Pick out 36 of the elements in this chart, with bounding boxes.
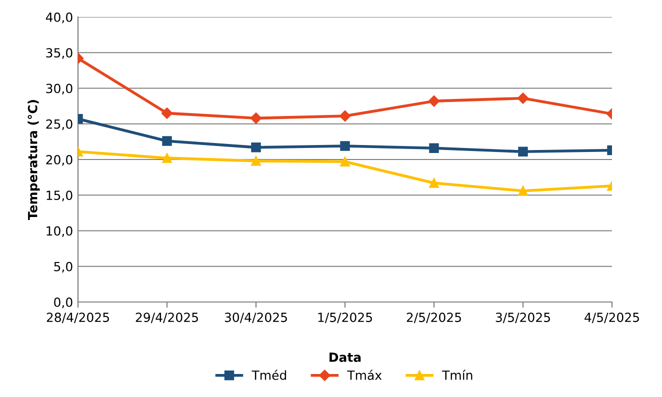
x-tick-label: 28/4/2025 <box>46 312 109 324</box>
point <box>162 136 172 146</box>
x-tick-label: 29/4/2025 <box>136 312 198 324</box>
y-tick-label: 20,0 <box>46 154 72 166</box>
y-tick-label: 40,0 <box>46 12 72 24</box>
legend-label: Tmáx <box>347 370 382 380</box>
y-tick-label: 30,0 <box>46 84 72 94</box>
point <box>429 178 439 188</box>
y-tick-label: 35,0 <box>46 48 72 59</box>
point <box>517 92 529 104</box>
x-tick-label: 3/5/2025 <box>496 312 550 324</box>
y-tick-label: 15,0 <box>46 190 72 202</box>
point <box>429 143 439 153</box>
point <box>340 141 350 151</box>
y-tick-label: 0,0 <box>54 297 72 308</box>
y-axis-title: Temperatura (°C) <box>28 100 40 220</box>
y-tick-label: 25,0 <box>46 119 72 130</box>
y-tick-label: 5,0 <box>54 262 72 273</box>
point <box>251 156 261 166</box>
x-axis-title: Data <box>330 352 361 362</box>
y-tick-label: 10,0 <box>46 226 72 237</box>
point <box>162 153 172 163</box>
point <box>339 110 351 122</box>
point <box>428 95 440 107</box>
point <box>251 142 261 152</box>
x-tick-label: 4/5/2025 <box>584 312 639 324</box>
x-tick-label: 30/4/2025 <box>224 312 287 324</box>
point <box>518 186 528 196</box>
x-tick-label: 1/5/2025 <box>318 312 372 324</box>
point <box>250 112 262 124</box>
point <box>161 108 173 119</box>
x-tick-label: 2/5/2025 <box>406 312 461 324</box>
legend-label: Tmín <box>442 370 472 380</box>
point <box>518 146 528 157</box>
legend-label: Tméd <box>252 370 286 380</box>
point <box>340 156 350 166</box>
